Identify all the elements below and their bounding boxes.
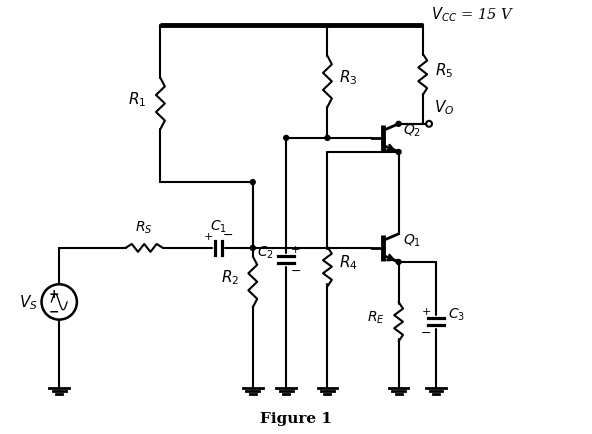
Circle shape — [284, 136, 289, 141]
Text: $V_S$: $V_S$ — [19, 293, 38, 312]
Text: $R_1$: $R_1$ — [128, 90, 147, 108]
Text: −: − — [223, 228, 233, 241]
Text: $R_S$: $R_S$ — [136, 219, 153, 236]
Text: +: + — [49, 287, 60, 300]
Text: $R_E$: $R_E$ — [367, 309, 385, 325]
Text: $V_O$: $V_O$ — [434, 98, 454, 117]
Text: +: + — [422, 306, 431, 316]
Text: −: − — [49, 305, 60, 318]
Circle shape — [250, 246, 255, 251]
Text: −: − — [291, 264, 301, 277]
Text: +: + — [291, 244, 301, 254]
Text: $C_1$: $C_1$ — [210, 218, 227, 235]
Circle shape — [396, 260, 401, 265]
Text: $C_2$: $C_2$ — [258, 244, 274, 260]
Circle shape — [250, 180, 255, 185]
Circle shape — [396, 122, 401, 127]
Text: $R_4$: $R_4$ — [339, 253, 358, 272]
Text: $Q_2$: $Q_2$ — [403, 122, 421, 139]
Text: Figure 1: Figure 1 — [260, 411, 332, 425]
Text: $R_2$: $R_2$ — [221, 268, 239, 286]
Text: +: + — [204, 231, 213, 241]
Circle shape — [396, 150, 401, 155]
Text: $R_5$: $R_5$ — [435, 61, 453, 79]
Text: $R_3$: $R_3$ — [339, 68, 358, 87]
Circle shape — [325, 136, 330, 141]
Text: −: − — [420, 326, 431, 339]
Text: $V_{CC}$ = 15 V: $V_{CC}$ = 15 V — [430, 5, 514, 24]
Text: $C_3$: $C_3$ — [448, 306, 465, 322]
Text: $Q_1$: $Q_1$ — [403, 232, 421, 249]
